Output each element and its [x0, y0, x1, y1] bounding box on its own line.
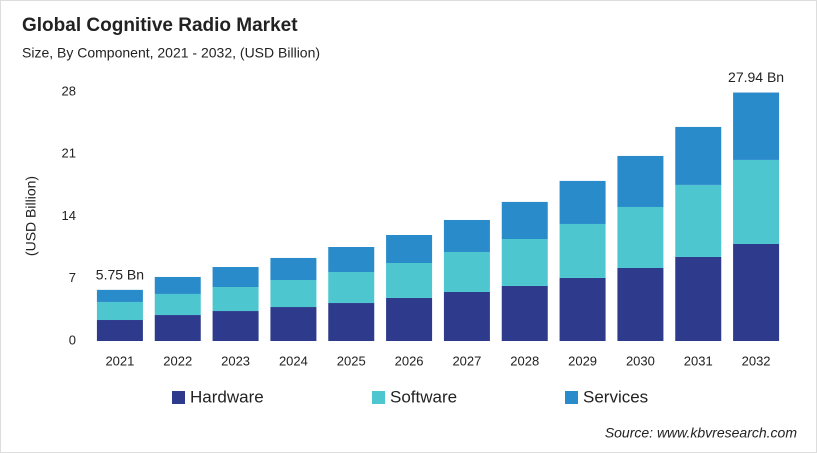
- bar-segment: [501, 201, 548, 239]
- legend-label: Services: [583, 387, 648, 406]
- bar-segment: [559, 223, 606, 278]
- bar-segment: [559, 180, 606, 224]
- bar-segment: [386, 263, 433, 298]
- bar-segment: [617, 206, 664, 268]
- bar-segment: [212, 311, 259, 341]
- y-tick-label: 0: [69, 332, 76, 347]
- bar-segment: [443, 219, 490, 252]
- legend-label: Software: [390, 387, 457, 406]
- bar-segment: [617, 267, 664, 341]
- bar-segment: [675, 126, 722, 185]
- x-tick-label: 2023: [221, 353, 250, 368]
- legend-swatch: [565, 391, 578, 404]
- bar-segment: [443, 251, 490, 293]
- bar-segment: [328, 271, 375, 304]
- bar-segment: [617, 155, 664, 207]
- bar-segment: [270, 257, 317, 280]
- x-tick-label: 2024: [279, 353, 308, 368]
- bar-segment: [386, 234, 433, 264]
- bar-segment: [675, 256, 722, 341]
- bar-segment: [328, 247, 375, 272]
- x-tick-label: 2022: [163, 353, 192, 368]
- bar-segment: [154, 293, 201, 316]
- x-tick-label: 2032: [742, 353, 771, 368]
- bar-segment: [733, 243, 780, 341]
- bar-segment: [212, 267, 259, 288]
- legend-swatch: [172, 391, 185, 404]
- y-tick-label: 7: [69, 270, 76, 285]
- bar-segment: [501, 238, 548, 286]
- chart-subtitle: Size, By Component, 2021 - 2032, (USD Bi…: [22, 45, 320, 61]
- x-tick-label: 2027: [452, 353, 481, 368]
- bar-segment: [733, 92, 780, 160]
- x-tick-label: 2025: [337, 353, 366, 368]
- x-tick-label: 2026: [395, 353, 424, 368]
- value-label: 27.94 Bn: [728, 69, 784, 85]
- bar-segment: [443, 292, 490, 341]
- bar-segment: [386, 297, 433, 341]
- x-tick-label: 2028: [510, 353, 539, 368]
- x-tick-label: 2030: [626, 353, 655, 368]
- y-tick-label: 14: [62, 208, 76, 223]
- chart-title: Global Cognitive Radio Market: [22, 15, 298, 36]
- legend-swatch: [372, 391, 385, 404]
- bar-segment: [501, 285, 548, 341]
- bar-segment: [733, 159, 780, 244]
- bar-segment: [270, 279, 317, 308]
- bar-segment: [154, 276, 201, 294]
- bar-segment: [675, 184, 722, 257]
- x-tick-label: 2021: [105, 353, 134, 368]
- bar-segment: [96, 320, 143, 341]
- legend-label: Hardware: [190, 387, 264, 406]
- bar-segment: [328, 303, 375, 341]
- y-tick-label: 21: [62, 146, 76, 161]
- bar-segment: [96, 289, 143, 302]
- value-label: 5.75 Bn: [96, 267, 144, 283]
- bar-segment: [96, 301, 143, 321]
- bar-segment: [270, 307, 317, 341]
- y-axis-label: (USD Billion): [23, 176, 39, 256]
- source: Source: www.kbvresearch.com: [605, 425, 798, 441]
- x-tick-label: 2031: [684, 353, 713, 368]
- bar-segment: [559, 277, 606, 341]
- bar-segment: [154, 315, 201, 341]
- x-tick-label: 2029: [568, 353, 597, 368]
- y-tick-label: 28: [62, 83, 76, 98]
- bar-segment: [212, 287, 259, 312]
